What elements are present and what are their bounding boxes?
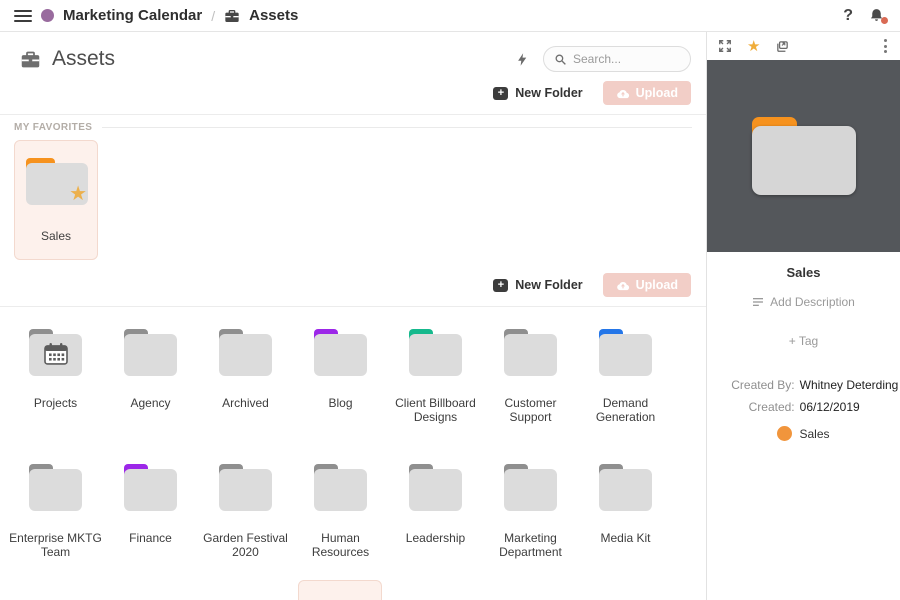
- hamburger-menu-icon[interactable]: [14, 9, 32, 22]
- tag-name: Sales: [799, 426, 830, 441]
- favorite-star-icon[interactable]: ★: [747, 37, 761, 55]
- folder-icon: [409, 329, 462, 376]
- folder-name: Garden Festival 2020: [203, 531, 288, 560]
- tag-chip-sales[interactable]: Sales: [707, 426, 900, 441]
- divider: [0, 306, 706, 307]
- share-icon[interactable]: [775, 39, 790, 53]
- quick-actions-lightning-icon[interactable]: [515, 51, 530, 68]
- briefcase-icon: [224, 8, 240, 24]
- app-dot-icon: [41, 9, 54, 22]
- folder-name: Agency: [130, 396, 171, 410]
- folder-icon: [504, 464, 557, 511]
- divider: [0, 114, 706, 115]
- created-label: Created:: [748, 400, 795, 414]
- new-folder-icon: [493, 86, 509, 100]
- folder-icon: [124, 329, 177, 376]
- folder-card[interactable]: Finance: [103, 464, 198, 562]
- upload-button[interactable]: Upload: [602, 273, 691, 297]
- folder-name: Blog: [328, 396, 353, 410]
- tag-color-dot: [777, 426, 793, 441]
- upload-button[interactable]: Upload: [602, 81, 691, 105]
- add-description-button[interactable]: Add Description: [752, 295, 855, 309]
- help-button[interactable]: ?: [843, 6, 853, 24]
- folder-icon: [409, 464, 462, 511]
- divider: [102, 127, 692, 128]
- search-icon: [554, 53, 567, 66]
- description-lines-icon: [753, 298, 764, 306]
- breadcrumb-separator: /: [211, 7, 216, 24]
- folder-card[interactable]: Client Billboard Designs: [388, 329, 483, 427]
- cloud-upload-icon: [616, 89, 629, 98]
- folder-card[interactable]: Media Kit: [578, 464, 673, 562]
- search-input[interactable]: [573, 52, 683, 66]
- folder-icon: [314, 329, 367, 376]
- assets-main-area: Assets New Folder Up: [0, 32, 706, 600]
- new-folder-button[interactable]: New Folder: [493, 86, 583, 100]
- topbar: Marketing Calendar / Assets ?: [0, 0, 900, 32]
- folder-icon: [314, 464, 367, 511]
- notification-badge: [881, 16, 888, 24]
- folder-card[interactable]: Human Resources: [293, 464, 388, 562]
- created-value: 06/12/2019: [799, 400, 860, 414]
- created-by-value: Whitney Deterding: [799, 378, 899, 392]
- folder-name: Finance: [129, 531, 172, 545]
- favorites-section-label: MY FAVORITES: [14, 122, 93, 133]
- folder-name: Media Kit: [600, 531, 651, 545]
- more-options-icon[interactable]: [882, 37, 889, 55]
- folder-card[interactable]: Demand Generation: [578, 329, 673, 427]
- breadcrumb-current: Assets: [249, 7, 299, 24]
- folder-card[interactable]: Projects: [8, 329, 103, 427]
- favorite-star-icon[interactable]: ★: [69, 183, 87, 205]
- detail-sidebar: ★ Sales Add Description + Tag Created By…: [706, 32, 900, 600]
- folder-name: Archived: [222, 396, 269, 410]
- folder-icon: [26, 158, 88, 205]
- new-folder-icon: [493, 278, 509, 292]
- add-tag-button[interactable]: + Tag: [788, 334, 819, 348]
- folder-name: Marketing Department: [499, 531, 562, 560]
- favorite-folder-card-sales[interactable]: ★ Sales: [14, 140, 98, 260]
- folder-icon: [29, 464, 82, 511]
- folder-name: Human Resources: [311, 531, 370, 560]
- folder-card[interactable]: Archived: [198, 329, 293, 427]
- folder-preview-panel: [707, 60, 900, 252]
- cloud-upload-icon: [616, 281, 629, 290]
- folder-name: Demand Generation: [595, 396, 656, 425]
- page-title: Assets: [52, 47, 116, 70]
- folder-card[interactable]: Garden Festival 2020: [198, 464, 293, 562]
- created-by-label: Created By:: [731, 378, 795, 392]
- folder-card[interactable]: Blog: [293, 329, 388, 427]
- folder-card-sales-selected[interactable]: [298, 580, 382, 600]
- briefcase-icon: [20, 49, 41, 70]
- folder-card[interactable]: Enterprise MKTG Team: [8, 464, 103, 562]
- folder-grid: Projects Agency Archived Blog Client Bil…: [8, 307, 680, 562]
- new-folder-button[interactable]: New Folder: [493, 278, 583, 292]
- folder-name: Sales: [40, 229, 72, 243]
- folder-icon: [219, 464, 272, 511]
- folder-card[interactable]: Customer Support: [483, 329, 578, 427]
- breadcrumb-root[interactable]: Marketing Calendar: [63, 7, 203, 24]
- folder-name: Client Billboard Designs: [395, 396, 476, 425]
- folder-card[interactable]: Agency: [103, 329, 198, 427]
- folder-icon: [124, 464, 177, 511]
- folder-preview-icon: [751, 117, 856, 195]
- calendar-icon: [43, 342, 68, 365]
- folder-icon: [29, 329, 82, 376]
- folder-icon: [504, 329, 557, 376]
- expand-icon[interactable]: [718, 39, 732, 53]
- notifications-bell-icon[interactable]: [868, 7, 888, 25]
- folder-name: Leadership: [405, 531, 466, 545]
- search-box[interactable]: [543, 46, 691, 72]
- folder-card[interactable]: Marketing Department: [483, 464, 578, 562]
- folder-name: Customer Support: [504, 396, 557, 425]
- folder-card[interactable]: Leadership: [388, 464, 483, 562]
- folder-name: Projects: [33, 396, 78, 410]
- detail-folder-title: Sales: [786, 265, 821, 280]
- folder-name: Enterprise MKTG Team: [9, 531, 102, 560]
- folder-icon: [599, 329, 652, 376]
- folder-icon: [219, 329, 272, 376]
- folder-icon: [599, 464, 652, 511]
